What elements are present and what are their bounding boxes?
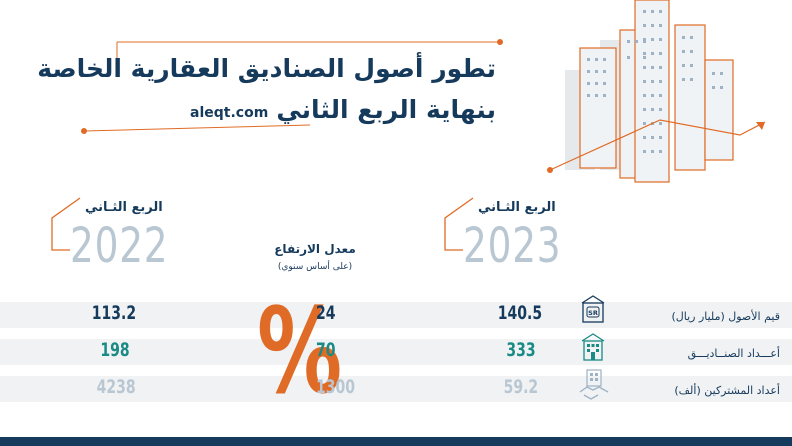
page-title: تطور أصول الصناديق العقارية الخاصة [37,54,496,83]
year-2023: 2023 [463,218,562,274]
footer-bar [0,437,792,446]
row-label-assets: قيم الأصول (مليار ريال) [671,310,780,323]
value-rate-assets: 24 [316,302,336,324]
row-band-1 [0,302,792,328]
quarter-label-2022: الربع الثـاني [85,200,163,215]
source-label: aleqt.com [190,105,269,121]
value-2022-funds: 198 [100,339,130,361]
value-rate-funds: 70 [316,339,336,361]
building-icon [580,332,606,362]
value-2022-subscribers: 4238 [96,376,136,398]
row-band-2 [0,339,792,365]
title-frame-lines [81,39,503,134]
handshake-icon [578,368,610,402]
icon-sr-text: SR [588,309,598,317]
value-2023-assets: 140.5 [497,302,542,324]
year-2022: 2022 [70,218,169,274]
value-2023-funds: 333 [506,339,536,361]
value-2022-assets: 113.2 [91,302,136,324]
money-building-icon: SR [580,294,606,324]
value-rate-subscribers: 1300 [316,376,356,398]
row-band-3 [0,376,792,402]
page-subtitle: بنهاية الربع الثاني [276,95,496,124]
value-2023-subscribers: 59.2 [503,376,538,398]
percent-symbol: % [257,282,343,420]
quarter-label-2023: الربع الثـاني [478,200,556,215]
skyline-illustration [547,0,766,183]
year-house-outlines [51,197,474,251]
rate-title: معدل الارتفاع [274,242,356,256]
rate-subtitle: (على أساس سنوي) [277,262,353,272]
row-label-funds: أعـــداد الصنــاديـــق [687,347,780,360]
row-label-subscribers: أعداد المشتركين (ألف) [674,384,780,397]
